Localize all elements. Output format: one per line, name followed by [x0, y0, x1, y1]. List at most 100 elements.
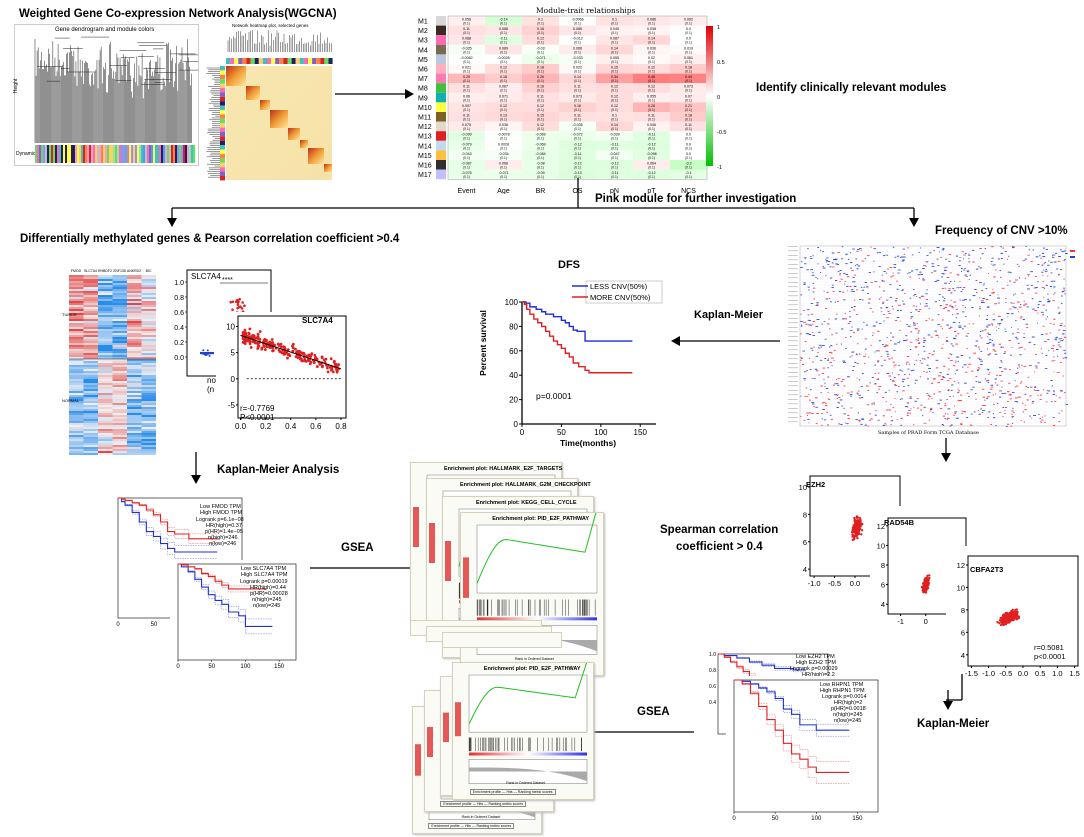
cell-value: 0.1 [612, 114, 617, 118]
cell-value: 0.064 [647, 162, 656, 166]
scatter-ytick: 10 [226, 322, 235, 331]
heatmap-cell [633, 92, 670, 103]
cell-value: 0.02 [648, 56, 655, 60]
km-rhpn1-panel: 0 50 100 150 Low RHPN1 TPM High RHPN1 TPM L… [726, 676, 882, 828]
heatmap-cell [559, 112, 596, 122]
cell-pvalue: (0.1) [537, 22, 544, 26]
heatmap-column-label: SLC7A4 [84, 269, 97, 273]
cell-pvalue: (0.1) [463, 50, 470, 54]
cell-value: 0.12 [537, 104, 544, 108]
cell-pvalue: (0.1) [611, 70, 618, 74]
cell-pvalue: (0.1) [537, 156, 544, 160]
module-color-swatch [436, 169, 446, 180]
heatmap-cell [522, 140, 559, 151]
heatmap-cell [559, 54, 596, 64]
cell-value: 0.088 [462, 37, 471, 41]
km-label-2: Kaplan-Meier [917, 718, 990, 730]
dfs-ylabel: Percent survival [477, 310, 488, 376]
cell-pvalue: (0.1) [537, 60, 544, 64]
heatmap-cell [670, 73, 707, 84]
cell-value: 0.11 [685, 123, 692, 127]
cell-pvalue: (0.1) [611, 50, 618, 54]
heatmap-cell [559, 131, 596, 141]
cell-pvalue: (0.1) [648, 108, 655, 112]
cell-pvalue: (0.1) [611, 60, 618, 64]
gsea-bot-back-legend: Enrichment profile — Hits — Ranking metr… [428, 823, 515, 829]
cell-pvalue: (0.1) [500, 156, 507, 160]
cell-pvalue: (0.1) [463, 166, 470, 170]
cell-value: 0.067 [499, 85, 508, 89]
module-color-swatch [436, 44, 446, 55]
gsea-top-3-title: Enrichment plot: PID_E2F_PATHWAY [492, 516, 590, 522]
scatter-ytick: 5 [231, 349, 236, 358]
heatmap-cell [559, 121, 596, 132]
scatter-ytick: -5 [228, 401, 236, 410]
heatmap-cell [448, 83, 485, 93]
cell-value: -0.087 [461, 162, 471, 166]
cell-pvalue: (0.1) [463, 70, 470, 74]
scatter-xtick: -1 [897, 617, 904, 626]
cell-pvalue: (0.1) [537, 79, 544, 83]
scatter-xtick: -1.0 [982, 669, 995, 678]
cell-pvalue: (0.1) [685, 175, 692, 179]
cell-pvalue: (0.1) [463, 79, 470, 83]
heatmap-column-label: RHBDF2 [98, 269, 112, 273]
heatmap-cell [522, 112, 559, 122]
cell-pvalue: (0.1) [611, 137, 618, 141]
gsea-bot-front-axis-label: Rank in Ordered Dataset [506, 781, 545, 785]
cell-value: -0.099 [461, 133, 471, 137]
cbfa2t3-scatter-panel: 12 10 8 6 4 -1.5 -1.0 -0.5 0.0 0.5 1.0 1.5 CBFA2T3 … [946, 546, 1082, 680]
cell-value: -0.11 [574, 152, 582, 156]
rad54b-title: RAD54B [884, 518, 915, 527]
heatmap-cell [522, 64, 559, 74]
module-color-swatch [436, 150, 446, 160]
heatmap-cell [633, 112, 670, 122]
heatmap-cell [670, 44, 707, 55]
box-title: SLC7A4 [191, 272, 221, 281]
cnv-heatmap-panel: Samples of PRAD Form TCGA Database [786, 240, 1078, 436]
scatter-xtick: 0 [924, 617, 928, 626]
cell-pvalue: (0.1) [500, 118, 507, 122]
scale-tick: 0 [717, 95, 720, 101]
gsea-top-0-title: Enrichment plot: HALLMARK_E2F_TARGETS [444, 466, 563, 472]
cell-value: 0.14 [574, 75, 581, 79]
cell-pvalue: (0.1) [574, 137, 581, 141]
heatmap-cell [596, 92, 633, 103]
heatmap-cell [522, 131, 559, 141]
cell-value: 0.46 [648, 75, 655, 79]
cell-value: -0.039 [609, 133, 619, 137]
fmod-stat-4: n(low)=246 [209, 541, 237, 547]
cell-value: -0.11 [648, 133, 656, 137]
heatmap-cell [633, 150, 670, 160]
cell-pvalue: (0.1) [648, 89, 655, 93]
cell-value: -0.084 [535, 152, 545, 156]
identify-modules-label: Identify clinically relevant modules [756, 82, 947, 94]
heatmap-cell [633, 131, 670, 141]
module-color-swatch [436, 131, 446, 141]
gsea-bot-front-legend: Enrichment profile — Hits — Ranking metr… [469, 789, 556, 795]
methylation-heatmap: FMOD SLC7A4 RHBDF2 ZNF138 ANKRD2 BIC [69, 269, 156, 456]
cell-pvalue: (0.1) [463, 118, 470, 122]
cell-value: 0.25 [463, 75, 470, 79]
arrow-gsea-1 [310, 563, 419, 573]
cell-value: 0.071 [499, 94, 508, 98]
cell-pvalue: (0.1) [574, 41, 581, 45]
km-xtick: 100 [811, 816, 822, 822]
cbfa2t3-scatter: 12 10 8 6 4-1.5 -1.0 -0.5 0.0 0.5 1.0 1.5 [957, 555, 1080, 678]
cell-pvalue: (0.1) [500, 79, 507, 83]
rhpn1-stat-4: n(low)=245 [834, 718, 862, 724]
cell-value: -0.12 [573, 142, 581, 146]
cell-value: 0.18 [685, 66, 692, 70]
cnv-heatmap [788, 245, 1075, 427]
heatmap-cell [485, 44, 522, 55]
cell-pvalue: (0.1) [500, 166, 507, 170]
cell-value: 0.11 [463, 27, 470, 31]
fmod-stat-0: Logrank p=6.1e−08 [196, 517, 244, 523]
heatmap-cell [633, 44, 670, 55]
cell-value: 0.1 [612, 18, 617, 22]
cell-pvalue: (0.1) [685, 118, 692, 122]
module-label: M11 [418, 115, 431, 122]
heatmap-cell [522, 25, 559, 36]
scatter-xtick: 0.4 [285, 422, 297, 431]
heatmap-cell [596, 54, 633, 64]
